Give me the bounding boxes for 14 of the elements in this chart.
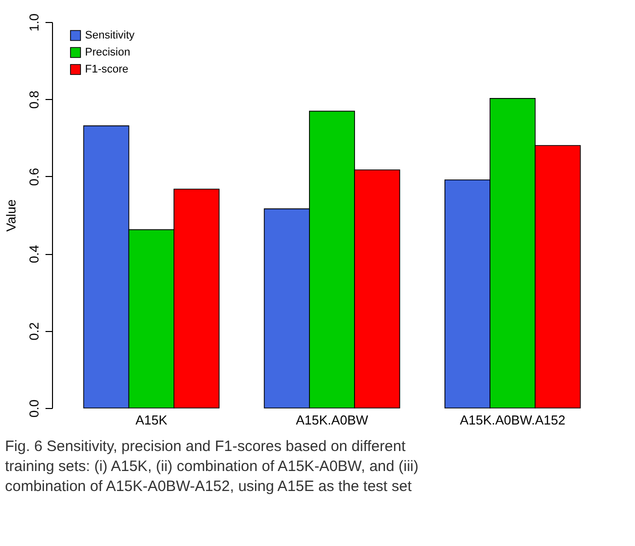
x-tick-label: A15K	[135, 412, 168, 428]
x-tick-label: A15K.A0BW.A152	[460, 412, 566, 428]
y-tick-label: 0.8	[26, 90, 42, 109]
y-tick-label: 0.0	[26, 399, 42, 418]
y-tick-label: 0.6	[26, 168, 42, 186]
legend-label: Precision	[85, 46, 130, 58]
legend-label: F1-score	[85, 64, 128, 76]
y-axis-title: Value	[4, 199, 18, 232]
legend-label: Sensitivity	[85, 30, 136, 42]
y-tick-label: 0.4	[26, 245, 42, 264]
y-tick-label: 1.0	[26, 13, 42, 32]
y-tick-label: 0.2	[26, 322, 42, 340]
caption: Fig. 6 Sensitivity, precision and F1-scores based on different training sets: (i) A15K, (ii) combination of A15K-A0BW, and (iii) combination of A15K-A0BW-A152, using A15E as the test set	[5, 438, 419, 495]
x-tick-label: A15K.A0BW	[296, 412, 369, 428]
